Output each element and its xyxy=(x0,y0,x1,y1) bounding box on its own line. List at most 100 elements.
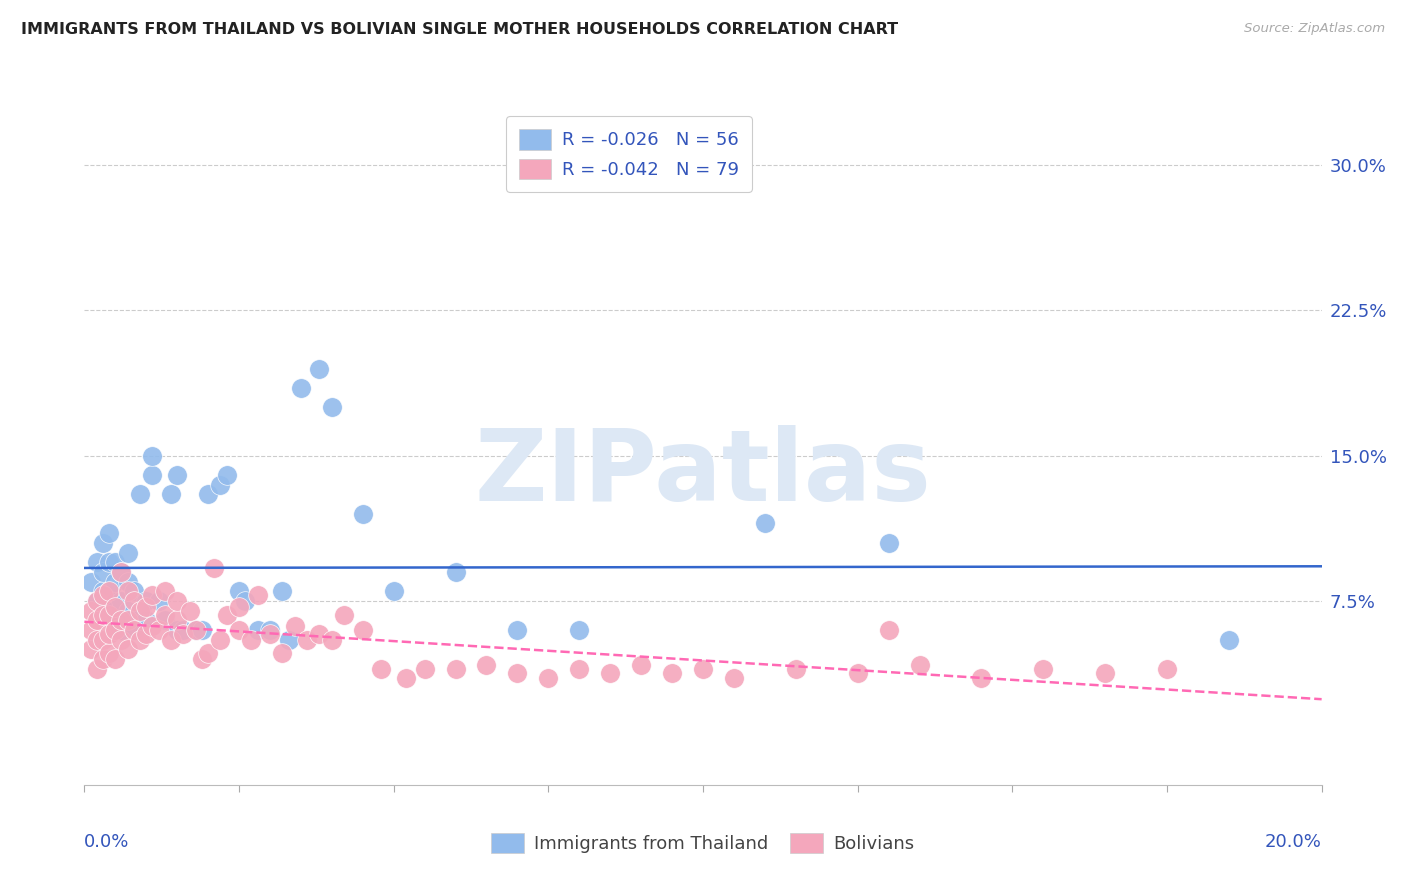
Point xyxy=(785,662,807,676)
Point xyxy=(79,642,101,657)
Point xyxy=(98,607,121,622)
Point xyxy=(122,623,145,637)
Point xyxy=(271,584,294,599)
Point xyxy=(117,613,139,627)
Point xyxy=(86,594,108,608)
Point xyxy=(86,555,108,569)
Text: ZIPatlas: ZIPatlas xyxy=(475,425,931,522)
Point xyxy=(86,662,108,676)
Point xyxy=(259,627,281,641)
Point xyxy=(98,526,121,541)
Point xyxy=(104,623,127,637)
Point xyxy=(444,565,467,579)
Point xyxy=(166,613,188,627)
Point xyxy=(846,665,869,680)
Point xyxy=(122,623,145,637)
Point xyxy=(153,584,176,599)
Point xyxy=(333,607,356,622)
Text: 0.0%: 0.0% xyxy=(84,833,129,851)
Point xyxy=(259,623,281,637)
Point xyxy=(141,588,163,602)
Point xyxy=(166,468,188,483)
Point xyxy=(160,632,183,647)
Point xyxy=(117,642,139,657)
Point xyxy=(184,623,207,637)
Point xyxy=(110,594,132,608)
Point xyxy=(271,646,294,660)
Point xyxy=(91,632,114,647)
Point xyxy=(246,623,269,637)
Point xyxy=(141,449,163,463)
Point xyxy=(877,536,900,550)
Point xyxy=(228,623,250,637)
Text: Source: ZipAtlas.com: Source: ZipAtlas.com xyxy=(1244,22,1385,36)
Point xyxy=(1156,662,1178,676)
Point xyxy=(104,574,127,589)
Point xyxy=(141,619,163,633)
Point xyxy=(754,516,776,531)
Point xyxy=(91,652,114,666)
Point xyxy=(215,607,238,622)
Point xyxy=(197,487,219,501)
Point xyxy=(104,594,127,608)
Point xyxy=(630,657,652,672)
Point xyxy=(91,607,114,622)
Point xyxy=(692,662,714,676)
Point xyxy=(104,599,127,614)
Point xyxy=(228,584,250,599)
Point xyxy=(91,588,114,602)
Point xyxy=(184,623,207,637)
Point xyxy=(135,594,157,608)
Point xyxy=(129,487,152,501)
Point xyxy=(122,594,145,608)
Point xyxy=(908,657,931,672)
Point xyxy=(79,574,101,589)
Point xyxy=(370,662,392,676)
Point xyxy=(141,468,163,483)
Point xyxy=(444,662,467,676)
Point xyxy=(202,561,225,575)
Point xyxy=(135,599,157,614)
Point xyxy=(122,584,145,599)
Point xyxy=(98,627,121,641)
Point xyxy=(599,665,621,680)
Point xyxy=(308,361,330,376)
Point xyxy=(110,632,132,647)
Point xyxy=(79,623,101,637)
Point xyxy=(117,574,139,589)
Point xyxy=(191,652,214,666)
Point xyxy=(135,627,157,641)
Point xyxy=(537,672,560,686)
Point xyxy=(86,594,108,608)
Legend: R = -0.026   N = 56, R = -0.042   N = 79: R = -0.026 N = 56, R = -0.042 N = 79 xyxy=(506,116,752,192)
Point xyxy=(153,613,176,627)
Point xyxy=(240,632,263,647)
Point xyxy=(233,594,256,608)
Point xyxy=(1032,662,1054,676)
Point xyxy=(321,632,343,647)
Point xyxy=(209,477,232,491)
Point xyxy=(110,565,132,579)
Point xyxy=(117,545,139,559)
Point xyxy=(382,584,405,599)
Point xyxy=(246,588,269,602)
Point xyxy=(86,613,108,627)
Point xyxy=(110,565,132,579)
Legend: Immigrants from Thailand, Bolivians: Immigrants from Thailand, Bolivians xyxy=(484,825,922,861)
Point xyxy=(723,672,745,686)
Point xyxy=(98,555,121,569)
Point xyxy=(661,665,683,680)
Point xyxy=(117,604,139,618)
Point xyxy=(166,594,188,608)
Text: IMMIGRANTS FROM THAILAND VS BOLIVIAN SINGLE MOTHER HOUSEHOLDS CORRELATION CHART: IMMIGRANTS FROM THAILAND VS BOLIVIAN SIN… xyxy=(21,22,898,37)
Point xyxy=(290,381,312,395)
Point xyxy=(129,604,152,618)
Point xyxy=(395,672,418,686)
Point xyxy=(295,632,318,647)
Point xyxy=(277,632,299,647)
Point xyxy=(135,613,157,627)
Point xyxy=(98,604,121,618)
Point xyxy=(191,623,214,637)
Point xyxy=(98,584,121,599)
Point xyxy=(228,599,250,614)
